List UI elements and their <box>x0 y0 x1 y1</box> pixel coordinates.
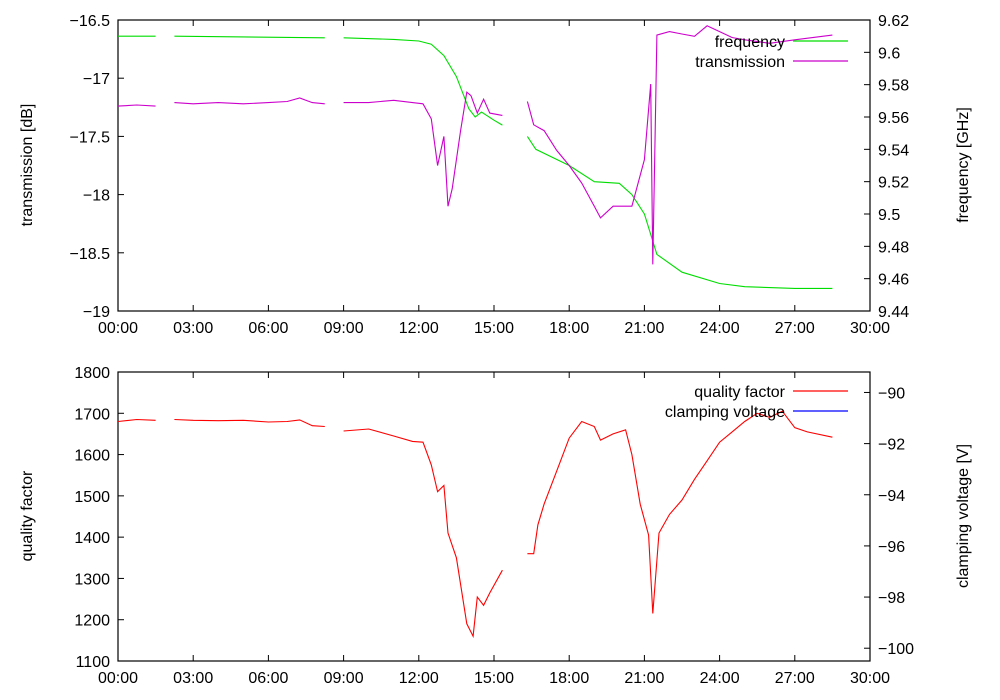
y-tick-label: −18.5 <box>70 246 111 263</box>
top-y2-ticks: 9.62 9.6 9.58 9.56 9.54 9.52 9.5 9.48 9.46 9.44 <box>864 13 909 321</box>
y2-tick-label: −92 <box>878 437 905 454</box>
y-tick-label: 1700 <box>74 406 110 423</box>
bottom-y2-ticks: −90 −92 −94 −96 −98 −100 <box>864 385 914 658</box>
y-tick-label: −18 <box>83 188 110 205</box>
x-tick-label: 24:00 <box>700 320 740 337</box>
legend-quality-factor-label: quality factor <box>694 384 785 401</box>
y2-tick-label: 9.46 <box>878 272 909 289</box>
y2-tick-label: 9.48 <box>878 239 909 256</box>
x-tick-label: 27:00 <box>775 670 815 687</box>
y2-tick-label: 9.44 <box>878 304 909 321</box>
x-tick-label: 06:00 <box>248 670 288 687</box>
x-tick-label: 06:00 <box>248 320 288 337</box>
series-line-quality-factor <box>527 410 833 614</box>
x-tick-label: 21:00 <box>624 670 664 687</box>
y-tick-label: 1800 <box>74 365 110 382</box>
series-line-transmission <box>117 104 156 107</box>
x-tick-label: 15:00 <box>474 670 514 687</box>
legend-clamping-voltage-label: clamping voltage <box>665 404 785 421</box>
series-line-transmission <box>526 25 833 265</box>
y-tick-label: −19 <box>83 304 110 321</box>
y2-tick-label: 9.62 <box>878 13 909 30</box>
y2-tick-label: 9.58 <box>878 78 909 95</box>
y2-tick-label: 9.52 <box>878 175 909 192</box>
x-tick-label: 30:00 <box>850 320 890 337</box>
legend-transmission-label: transmission <box>695 54 785 71</box>
series-line-quality-factor <box>174 418 325 428</box>
x-tick-label: 00:00 <box>98 320 138 337</box>
y2-tick-label: −96 <box>878 539 905 556</box>
x-tick-label: 09:00 <box>324 320 364 337</box>
legend-frequency-label: frequency <box>715 34 785 51</box>
x-tick-label: 12:00 <box>399 320 439 337</box>
top-series-group <box>117 25 833 289</box>
series-line-transmission <box>174 97 325 105</box>
top-y2-axis-label: frequency [GHz] <box>955 107 972 223</box>
bottom-panel: 00:00 03:00 06:00 09:00 12:00 15:00 18:00 21:00… <box>19 365 972 687</box>
series-line-transmission <box>343 91 503 207</box>
y2-tick-label: 9.6 <box>878 45 900 62</box>
x-tick-label: 03:00 <box>173 670 213 687</box>
bottom-y-ticks: 1800 1700 1600 1500 1400 1300 1200 1100 <box>74 365 124 671</box>
series-line-quality-factor <box>117 418 156 423</box>
top-panel: 00:00 03:00 06:00 09:00 12:00 15:00 18:00 21:00… <box>19 13 972 337</box>
series-line-quality-factor <box>343 428 503 639</box>
x-tick-label: 27:00 <box>775 320 815 337</box>
y2-tick-label: −90 <box>878 385 905 402</box>
bottom-y2-axis-label: clamping voltage [V] <box>955 444 972 588</box>
y-tick-label: 1200 <box>74 613 110 630</box>
series-line-frequency <box>343 37 503 126</box>
bottom-y-axis-label: quality factor <box>19 470 36 561</box>
y2-tick-label: −94 <box>878 488 905 505</box>
x-tick-label: 18:00 <box>549 670 589 687</box>
y-tick-label: 1500 <box>74 489 110 506</box>
y-tick-label: −17.5 <box>70 129 111 146</box>
y-tick-label: 1600 <box>74 448 110 465</box>
y2-tick-label: 9.54 <box>878 142 909 159</box>
series-line-frequency <box>174 35 325 39</box>
y-tick-label: −16.5 <box>70 13 111 30</box>
x-tick-label: 30:00 <box>850 670 890 687</box>
y-tick-label: −17 <box>83 71 110 88</box>
x-tick-label: 00:00 <box>98 670 138 687</box>
y2-tick-label: 9.5 <box>878 207 900 224</box>
series-line-frequency <box>526 136 833 289</box>
x-tick-label: 18:00 <box>549 320 589 337</box>
y2-tick-label: −98 <box>878 590 905 607</box>
x-tick-label: 09:00 <box>324 670 364 687</box>
y-tick-label: 1400 <box>74 530 110 547</box>
y2-tick-label: 9.56 <box>878 110 909 127</box>
top-legend: frequency transmission <box>695 34 848 71</box>
bottom-legend: quality factor clamping voltage <box>665 384 848 421</box>
top-x-ticks: 00:00 03:00 06:00 09:00 12:00 15:00 18:00 21:00… <box>98 20 890 337</box>
bottom-series-group <box>117 410 833 639</box>
bottom-x-ticks: 00:00 03:00 06:00 09:00 12:00 15:00 18:00 21:00… <box>98 372 890 687</box>
x-tick-label: 21:00 <box>624 320 664 337</box>
y2-tick-label: −100 <box>878 641 914 658</box>
y-tick-label: 1300 <box>74 571 110 588</box>
top-y-axis-label: transmission [dB] <box>19 104 36 227</box>
top-y-ticks: −16.5 −17 −17.5 −18 −18.5 −19 <box>70 13 124 321</box>
x-tick-label: 24:00 <box>700 670 740 687</box>
x-tick-label: 15:00 <box>474 320 514 337</box>
y-tick-label: 1100 <box>76 654 111 671</box>
x-tick-label: 03:00 <box>173 320 213 337</box>
x-tick-label: 12:00 <box>399 670 439 687</box>
